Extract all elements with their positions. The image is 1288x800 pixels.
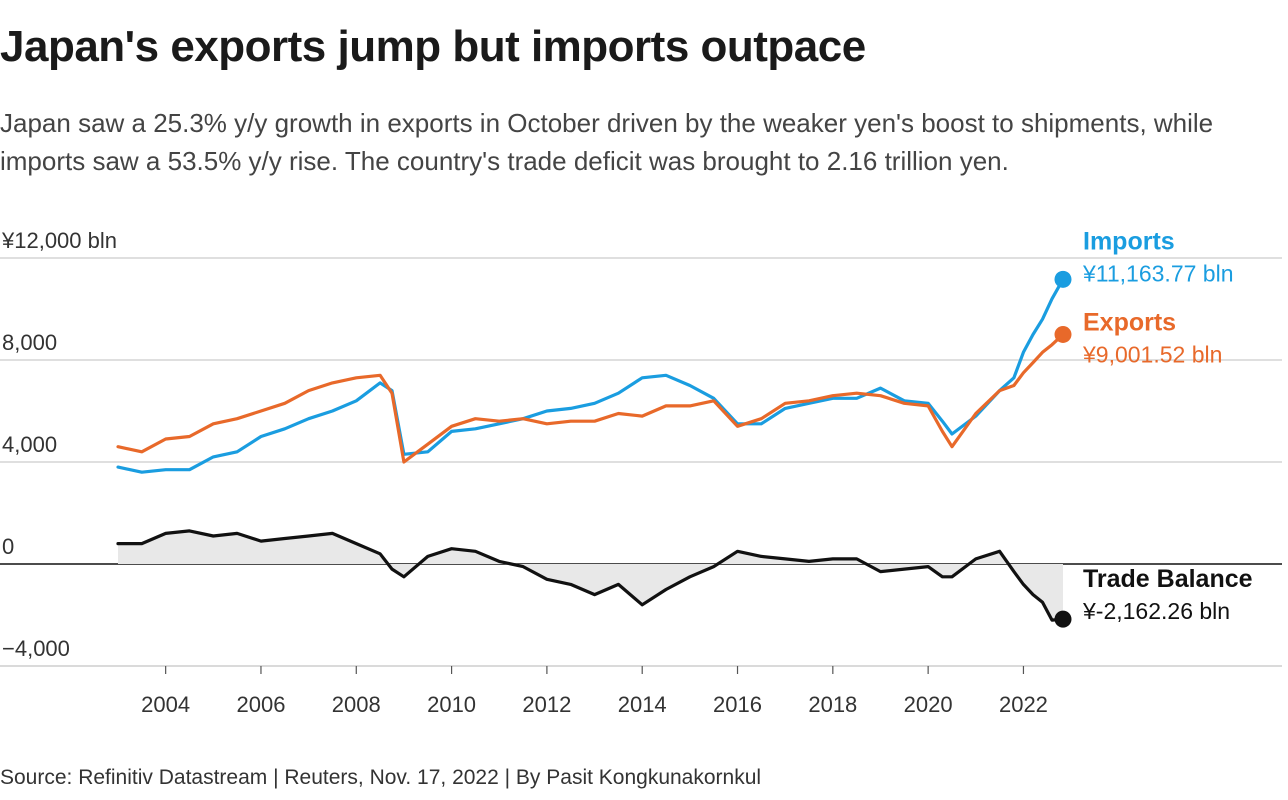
imports-line <box>116 277 1065 474</box>
chart-subtitle: Japan saw a 25.3% y/y growth in exports … <box>0 108 1214 176</box>
x-tick-label: 2020 <box>904 692 953 717</box>
imports-series-name: Imports <box>1083 227 1175 255</box>
y-tick-label: −4,000 <box>2 636 70 661</box>
x-tick-label: 2012 <box>522 692 571 717</box>
trade-balance-line <box>116 529 1065 622</box>
y-tick-label: 0 <box>2 534 14 559</box>
trade-balance-area <box>118 530 1063 621</box>
trade-balance-series-name: Trade Balance <box>1083 565 1253 593</box>
x-tick-label: 2014 <box>618 692 667 717</box>
exports-series-name: Exports <box>1083 308 1176 336</box>
exports-end-value: ¥9,001.52 bln <box>1082 341 1222 367</box>
trade-balance-end-marker <box>1054 610 1072 628</box>
x-tick-label: 2022 <box>999 692 1048 717</box>
x-axis-labels: 2004 2006 2008 2010 2012 2014 2016 2018 2020 2022 <box>141 666 1048 717</box>
x-tick-label: 2004 <box>141 692 190 717</box>
x-tick-label: 2016 <box>713 692 762 717</box>
x-tick-label: 2006 <box>236 692 285 717</box>
trade-balance-end-value: ¥-2,162.26 bln <box>1082 598 1230 624</box>
imports-end-marker <box>1054 270 1072 288</box>
source-note: Source: Refinitiv Datastream | Reuters, … <box>0 766 762 789</box>
exports-line <box>116 332 1065 464</box>
y-axis-labels: ¥12,000 bln 8,000 4,000 0 −4,000 <box>1 228 117 661</box>
x-tick-label: 2010 <box>427 692 476 717</box>
y-tick-label: ¥12,000 bln <box>1 228 117 253</box>
chart-title: Japan's exports jump but imports outpace <box>0 22 866 71</box>
series-end-labels: Imports ¥11,163.77 bln Exports ¥9,001.52 bl… <box>1082 227 1253 624</box>
y-tick-label: 4,000 <box>2 432 57 457</box>
x-tick-label: 2008 <box>332 692 381 717</box>
x-tick-label: 2018 <box>808 692 857 717</box>
series-group <box>116 270 1072 628</box>
imports-end-value: ¥11,163.77 bln <box>1082 260 1234 286</box>
y-tick-label: 8,000 <box>2 330 57 355</box>
exports-end-marker <box>1054 325 1072 343</box>
